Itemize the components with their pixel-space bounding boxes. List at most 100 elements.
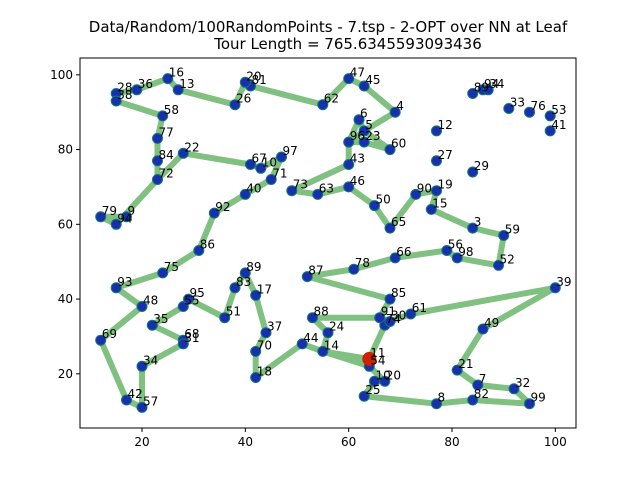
point-label: 51 [226, 305, 241, 319]
tour-point [451, 252, 463, 264]
point-label: 14 [324, 338, 339, 352]
tour-point [255, 162, 267, 174]
point-label: 21 [458, 357, 473, 371]
point-label: 22 [184, 140, 199, 154]
chart-subtitle: Tour Length = 765.6345593093436 [213, 35, 482, 53]
point-label: 49 [484, 316, 499, 330]
tour-point [157, 267, 169, 279]
point-label: 4 [396, 99, 404, 113]
point-label: 97 [283, 144, 298, 158]
tour-point [260, 327, 272, 339]
point-label: 35 [153, 312, 168, 326]
tour-point [208, 207, 220, 219]
tour-point [389, 252, 401, 264]
tour-point [384, 222, 396, 234]
point-label: 43 [350, 152, 365, 166]
point-label: 29 [474, 159, 489, 173]
tour-point [384, 144, 396, 156]
tour-point [549, 282, 561, 294]
point-label: 46 [350, 174, 365, 188]
tour-point [177, 338, 189, 350]
point-label: 98 [458, 245, 473, 259]
tour-point [301, 271, 313, 283]
point-label: 13 [179, 77, 194, 91]
tour-point [441, 245, 453, 256]
point-label: 53 [551, 103, 566, 117]
tour-point [451, 364, 463, 376]
point-label: 12 [438, 118, 453, 132]
tour-point [110, 282, 122, 294]
tour-point [317, 99, 329, 111]
point-label: 82 [474, 387, 489, 401]
point-label: 95 [190, 286, 205, 300]
point-label: 33 [510, 96, 525, 110]
tour-point [95, 211, 107, 223]
point-label: 67 [252, 152, 267, 166]
tour-point [162, 73, 174, 85]
tour-point [265, 174, 277, 185]
point-label: 20 [246, 69, 261, 83]
point-label: 89 [246, 260, 261, 274]
point-label: 86 [200, 238, 215, 252]
y-tick-label: 100 [50, 68, 73, 82]
point-label: 66 [396, 245, 411, 259]
tour-point [467, 394, 479, 406]
point-label: 32 [515, 376, 530, 390]
point-label: 44 [303, 331, 318, 345]
y-tick-label: 60 [58, 217, 73, 231]
point-label: 78 [355, 256, 370, 270]
point-label: 65 [391, 215, 406, 229]
point-label: 89 [474, 81, 489, 95]
point-label: 31 [184, 331, 199, 345]
tour-point [177, 147, 189, 159]
tour-point [384, 316, 396, 327]
point-label: 69 [102, 327, 117, 341]
tour-point [152, 174, 163, 185]
point-label: 61 [412, 301, 427, 315]
tour-point [358, 136, 370, 148]
tour-point [95, 334, 107, 346]
tour-point [358, 80, 370, 92]
point-label: 52 [500, 252, 515, 266]
tour-point [405, 308, 417, 320]
tour-point [177, 301, 189, 312]
tour-point [503, 103, 515, 114]
point-label: 76 [531, 99, 546, 113]
y-tick-label: 40 [58, 292, 73, 306]
tour-point [358, 390, 370, 402]
tour-point [431, 185, 442, 197]
x-tick-label: 20 [134, 435, 149, 449]
tour-point [136, 401, 148, 413]
tour-point [467, 88, 479, 99]
tour-point [276, 151, 287, 163]
tour-point [384, 293, 396, 305]
tour-point [146, 319, 158, 331]
tour-point [358, 125, 370, 137]
tour-point [343, 73, 355, 85]
tour-point [245, 159, 256, 170]
start-point [362, 351, 377, 366]
point-label: 68 [184, 327, 199, 341]
tour-point [498, 230, 510, 241]
point-label: 39 [556, 275, 571, 289]
point-label: 94 [484, 77, 499, 91]
tour-point [239, 188, 251, 200]
point-label: 63 [319, 181, 334, 195]
tour-point [229, 282, 241, 294]
points-layer [95, 73, 561, 413]
tour-point [250, 289, 262, 301]
tour-point [482, 84, 494, 96]
tour-point [431, 398, 442, 410]
tour-point [369, 200, 380, 212]
tour-point [307, 312, 318, 324]
point-label: 73 [293, 178, 308, 192]
tour-point [250, 372, 262, 383]
tour-point [239, 76, 251, 88]
tour-point [544, 110, 556, 122]
point-label: 5 [365, 118, 373, 132]
tour-point [374, 312, 386, 324]
tour-point [477, 323, 489, 335]
point-label: 60 [391, 137, 406, 151]
tour-point [472, 379, 484, 391]
